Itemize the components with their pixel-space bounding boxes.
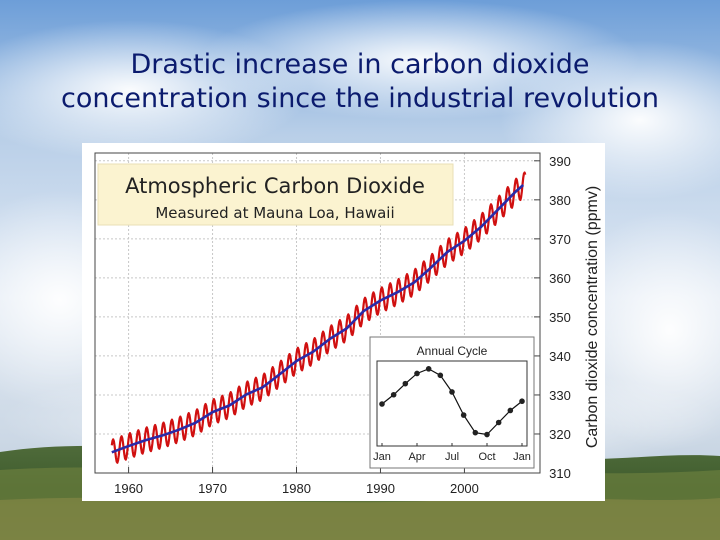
- inset-cycle-point: [461, 412, 467, 418]
- y-tick-label: 380: [549, 193, 571, 208]
- inset-cycle-point: [519, 398, 525, 404]
- inset-cycle-point: [403, 381, 409, 387]
- slide-title-line-1: Drastic increase in carbon dioxide: [0, 48, 720, 82]
- y-tick-label: 370: [549, 232, 571, 247]
- co2-chart: 310 320 330 340 350 360 370 380 390 1960 1970 1980…: [82, 143, 605, 501]
- inset-cycle-point: [484, 432, 490, 438]
- inset-cycle-point: [473, 430, 479, 436]
- inset-x-tick-label: Jan: [373, 451, 391, 463]
- inset-x-tick-label: Jan: [513, 451, 531, 463]
- x-tick-label: 1990: [366, 481, 395, 496]
- x-tick-label: 2000: [450, 481, 479, 496]
- inset-cycle-point: [508, 408, 514, 414]
- inset-cycle-point: [426, 366, 432, 372]
- slide-title: Drastic increase in carbon dioxide conce…: [0, 48, 720, 116]
- inset-cycle-point: [414, 371, 420, 377]
- inset-cycle-point: [449, 389, 455, 395]
- y-tick-label: 340: [549, 349, 571, 364]
- inset-x-tick-label: Oct: [478, 451, 495, 463]
- inset-cycle-point: [438, 373, 444, 379]
- chart-title: Atmospheric Carbon Dioxide: [125, 174, 425, 198]
- slide-title-line-2: concentration since the industrial revol…: [0, 82, 720, 116]
- y-tick-label: 360: [549, 271, 571, 286]
- y-tick-label: 330: [549, 388, 571, 403]
- annual-cycle-inset: Annual Cycle Jan Apr Jul Oct Jan: [370, 337, 534, 468]
- x-tick-label: 1970: [198, 481, 227, 496]
- inset-cycle-point: [496, 420, 502, 426]
- x-tick-label: 1960: [114, 481, 143, 496]
- y-axis-label: Carbon dioxide concentration (ppmv): [584, 186, 601, 448]
- x-tick-label: 1980: [282, 481, 311, 496]
- chart-title-box: Atmospheric Carbon Dioxide Measured at M…: [98, 164, 453, 225]
- y-tick-label: 320: [549, 427, 571, 442]
- inset-x-tick-label: Apr: [408, 451, 425, 463]
- chart-subtitle: Measured at Mauna Loa, Hawaii: [155, 204, 394, 222]
- y-tick-label: 390: [549, 154, 571, 169]
- inset-cycle-point: [379, 401, 385, 407]
- y-tick-labels: 310 320 330 340 350 360 370 380 390: [549, 154, 571, 481]
- inset-title: Annual Cycle: [417, 344, 488, 358]
- inset-x-tick-label: Jul: [445, 451, 459, 463]
- inset-cycle-point: [391, 392, 397, 398]
- y-tick-label: 350: [549, 310, 571, 325]
- y-tick-label: 310: [549, 466, 571, 481]
